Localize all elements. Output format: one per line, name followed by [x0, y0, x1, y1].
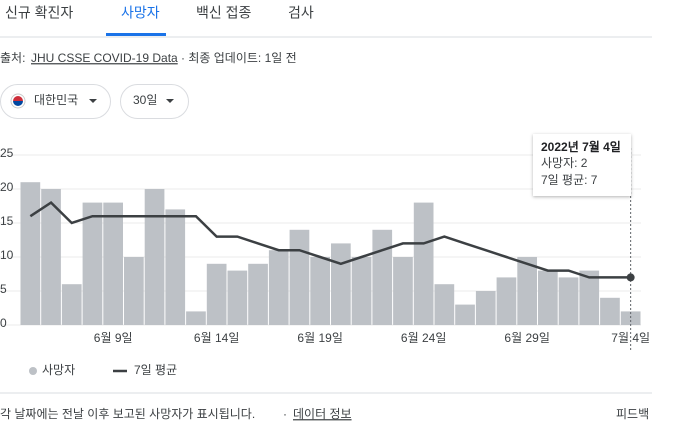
- y-tick-label: 20: [0, 180, 14, 194]
- country: 대한민국: [34, 93, 78, 107]
- bar: [372, 229, 393, 325]
- data-info-link[interactable]: 데이터 정보: [293, 407, 352, 421]
- bar: [82, 202, 103, 325]
- bar: [517, 257, 537, 325]
- bar: [434, 284, 455, 325]
- legend-label: 7일 평균: [134, 363, 177, 377]
- tab-indicator: [106, 33, 166, 36]
- y-tick-label: 0: [0, 316, 7, 330]
- range: 30일: [133, 93, 157, 107]
- bar: [124, 257, 144, 325]
- footer-note: 각 날짜에는 전날 이후 보고된 사망자가 표시됩니다.: [0, 407, 255, 421]
- tab-active[interactable]: 사망자: [121, 5, 160, 21]
- y-tick-label: 5: [0, 282, 7, 296]
- country-dropdown[interactable]: [0, 84, 111, 119]
- bar: [475, 291, 496, 325]
- tab[interactable]: 신규 확진자: [5, 5, 73, 21]
- feedback[interactable]: 피드백: [616, 407, 649, 421]
- tooltip-line: 7일 평균: 7: [541, 173, 598, 187]
- tooltip-line: 사망자: 2: [541, 156, 588, 170]
- bar: [289, 229, 310, 325]
- tab[interactable]: 검사: [288, 5, 314, 21]
- bar: [331, 243, 351, 325]
- bar: [455, 304, 475, 325]
- bar: [558, 277, 579, 325]
- source-link[interactable]: JHU CSSE COVID-19 Data: [31, 51, 178, 65]
- bar: [206, 263, 227, 325]
- bar: [310, 257, 330, 325]
- bar: [144, 189, 165, 325]
- updated: · 최종 업데이트: 1일 전: [181, 51, 297, 65]
- dropdown-arrow: [166, 99, 174, 103]
- flag-red: [13, 96, 23, 101]
- x-tick-label: 6월 19일: [297, 331, 342, 345]
- bar: [165, 209, 186, 325]
- chart: 0 5 10 15 20 25 6월 9일 6월 14일 6월 19일 6월 24일 6월 29일 7…: [0, 134, 650, 377]
- line: [29, 201, 631, 279]
- tab[interactable]: 백신 접종: [196, 5, 252, 21]
- bar: [103, 202, 123, 325]
- legend-swatch: [29, 367, 37, 375]
- legend-label: 사망자: [42, 363, 75, 377]
- x-tick-label: 6월 29일: [504, 331, 549, 345]
- bar: [61, 284, 82, 325]
- bar: [413, 202, 434, 325]
- y-tick-label: 25: [0, 146, 14, 160]
- bar: [41, 189, 61, 325]
- bar: [351, 257, 372, 325]
- bar: [268, 250, 289, 325]
- bar: [20, 182, 41, 325]
- bar: [393, 257, 413, 325]
- y-tick-label: 15: [0, 214, 14, 228]
- hover-dot: [626, 273, 635, 282]
- y-tick-label: 10: [0, 248, 14, 262]
- range-dropdown[interactable]: [120, 84, 189, 119]
- bar: [600, 297, 620, 325]
- separator: ·: [283, 407, 287, 421]
- bar: [227, 270, 248, 325]
- tooltip: [533, 134, 631, 196]
- bar: [620, 311, 641, 325]
- x-tick-label: 7월 4일: [611, 331, 650, 345]
- bar: [538, 270, 558, 325]
- x-tick-label: 6월 14일: [194, 331, 239, 345]
- tooltip-title: 2022년 7월 4일: [541, 139, 621, 154]
- x-tick-label: 6월 24일: [401, 331, 446, 345]
- flag-blue: [13, 101, 23, 106]
- bar: [579, 270, 600, 325]
- source-prefix: 출처:: [0, 51, 25, 65]
- bar: [496, 277, 517, 325]
- bar: [186, 311, 206, 325]
- dropdown-arrow: [89, 99, 97, 103]
- bar: [248, 263, 268, 325]
- x-tick-label: 6월 9일: [94, 331, 133, 345]
